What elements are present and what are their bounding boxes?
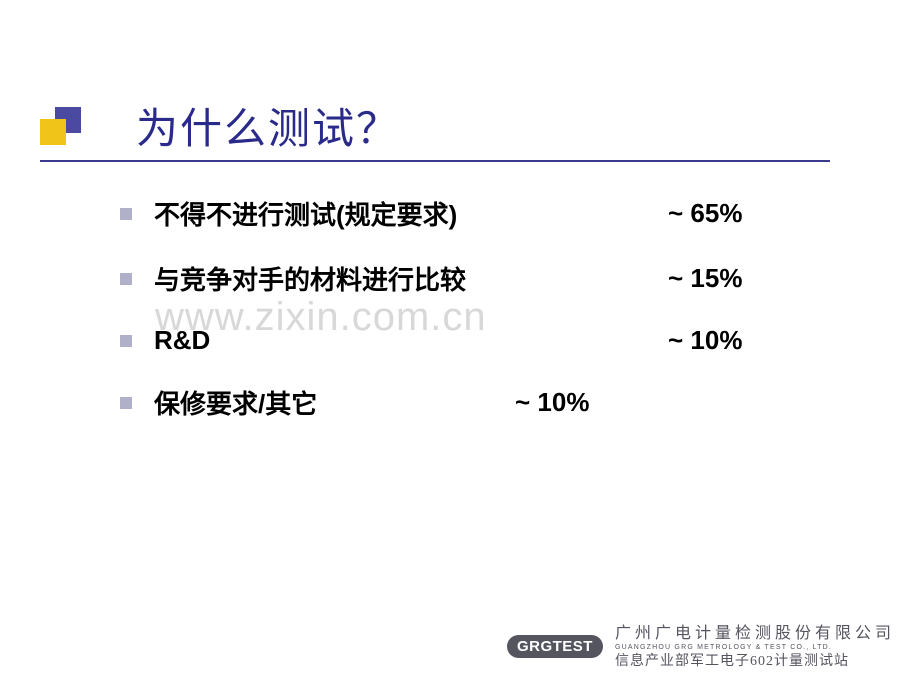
bullet-icon [120,208,132,220]
list-item: 不得不进行测试(规定要求) ~ 65% [120,195,840,232]
footer: GRGTEST 广州广电计量检测股份有限公司 GUANGZHOU GRG MET… [507,624,895,670]
bullet-icon [120,397,132,409]
page-title: 为什么测试？ [136,95,400,156]
item-label: R&D [154,325,210,356]
item-label: 保修要求/其它 [154,384,317,421]
bullet-icon [120,335,132,347]
title-decor [40,100,66,152]
square-yellow-icon [40,119,66,145]
footer-text-block: 广州广电计量检测股份有限公司 GUANGZHOU GRG METROLOGY &… [615,624,895,670]
content-list: 不得不进行测试(规定要求) ~ 65% 与竞争对手的材料进行比较 ~ 15% R… [120,195,840,449]
list-item: 与竞争对手的材料进行比较 ~ 15% [120,260,840,297]
footer-company-cn: 广州广电计量检测股份有限公司 [615,624,895,644]
item-label: 不得不进行测试(规定要求) [154,195,457,232]
item-label: 与竞争对手的材料进行比较 [154,260,466,297]
item-percent: ~ 10% [515,387,589,418]
item-percent: ~ 65% [668,198,742,229]
list-item: 保修要求/其它 ~ 10% [120,384,840,421]
item-percent: ~ 10% [668,325,742,356]
footer-subtitle: 信息产业部军工电子602计量测试站 [615,653,895,671]
item-percent: ~ 15% [668,263,742,294]
footer-company-en: GUANGZHOU GRG METROLOGY & TEST CO., LTD. [615,644,895,653]
header: 为什么测试？ [40,95,400,156]
logo-badge: GRGTEST [507,635,603,658]
list-item: R&D ~ 10% [120,325,840,356]
slide-page: 为什么测试？ www.zixin.com.cn 不得不进行测试(规定要求) ~ … [0,0,920,690]
title-underline [40,160,830,162]
bullet-icon [120,273,132,285]
